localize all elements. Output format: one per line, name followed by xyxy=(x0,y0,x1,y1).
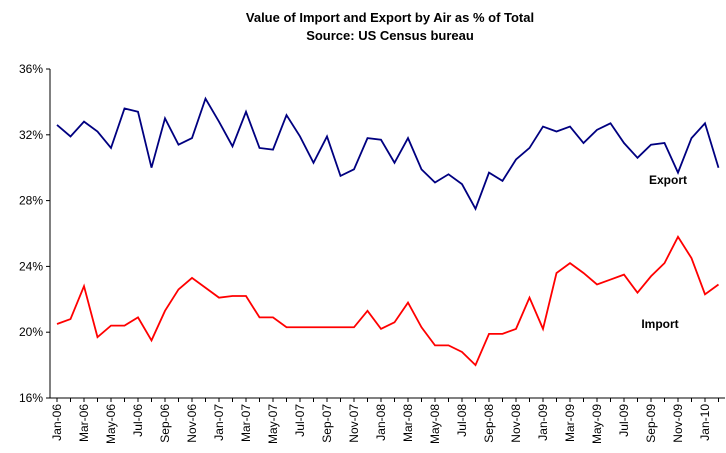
x-tick-label: May-08 xyxy=(428,404,442,444)
x-tick-label: May-07 xyxy=(266,404,280,444)
x-tick-label: Mar-06 xyxy=(77,404,91,442)
chart-subtitle: Source: US Census bureau xyxy=(306,28,474,43)
y-tick-label: 16% xyxy=(19,391,43,405)
x-tick-label: May-06 xyxy=(104,404,118,444)
x-tick-label: Jul-08 xyxy=(455,404,469,437)
chart-title: Value of Import and Export by Air as % o… xyxy=(246,10,534,25)
x-tick-label: Sep-07 xyxy=(320,404,334,443)
y-tick-label: 24% xyxy=(19,259,43,273)
x-tick-label: Nov-06 xyxy=(185,404,199,443)
x-tick-label: Jan-10 xyxy=(698,404,712,441)
series-label: Import xyxy=(641,317,678,331)
x-tick-label: Sep-09 xyxy=(644,404,658,443)
series-label: Export xyxy=(649,173,687,187)
x-tick-label: Nov-07 xyxy=(347,404,361,443)
x-tick-label: Jan-06 xyxy=(50,404,64,441)
x-tick-label: May-09 xyxy=(590,404,604,444)
y-tick-label: 28% xyxy=(19,194,43,208)
x-tick-label: Jul-09 xyxy=(617,404,631,437)
x-tick-label: Jan-07 xyxy=(212,404,226,441)
x-tick-label: Mar-08 xyxy=(401,404,415,442)
y-tick-label: 36% xyxy=(19,62,43,76)
x-tick-label: Jul-07 xyxy=(293,404,307,437)
y-tick-label: 20% xyxy=(19,325,43,339)
x-tick-label: Sep-08 xyxy=(482,404,496,443)
y-tick-label: 32% xyxy=(19,128,43,142)
x-tick-label: Mar-09 xyxy=(563,404,577,442)
x-tick-label: Jul-06 xyxy=(131,404,145,437)
x-tick-label: Mar-07 xyxy=(239,404,253,442)
x-tick-label: Jan-08 xyxy=(374,404,388,441)
x-tick-label: Nov-09 xyxy=(671,404,685,443)
series-line xyxy=(56,234,720,367)
x-tick-label: Sep-06 xyxy=(158,404,172,443)
x-tick-label: Jan-09 xyxy=(536,404,550,441)
x-tick-label: Nov-08 xyxy=(509,404,523,443)
series-line xyxy=(56,96,720,211)
